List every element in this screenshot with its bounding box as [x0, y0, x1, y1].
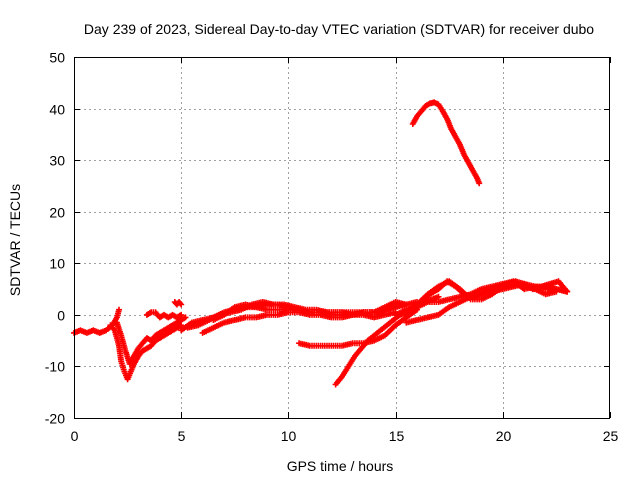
data-point: [476, 180, 483, 187]
chart-title: Day 239 of 2023, Sidereal Day-to-day VTE…: [84, 21, 594, 37]
x-tick-label: 15: [389, 428, 405, 444]
y-axis-label: SDTVAR / TECUs: [7, 184, 23, 296]
y-tick-label: 10: [49, 256, 65, 272]
ticks: 0 5 10 15 20 25 -20 -10 0 10 20 30 40 50: [45, 50, 619, 445]
series-dip-a: [107, 322, 185, 383]
y-tick-label: -10: [45, 359, 65, 375]
data-point: [178, 322, 185, 329]
data-point: [178, 301, 185, 308]
series-spike: [171, 299, 185, 308]
y-tick-label: 20: [49, 205, 65, 221]
y-tick-label: 40: [49, 102, 65, 118]
y-tick-label: -20: [45, 411, 65, 427]
y-tick-label: 50: [49, 50, 65, 66]
data-point: [182, 314, 189, 321]
x-tick-label: 0: [71, 428, 79, 444]
x-tick-label: 5: [178, 428, 186, 444]
series-late-d: [414, 278, 560, 308]
series-group: [71, 99, 571, 388]
y-tick-label: 0: [57, 308, 65, 324]
series-dip-b: [113, 314, 189, 367]
x-tick-label: 20: [496, 428, 512, 444]
data-point: [435, 293, 442, 300]
x-tick-label: 10: [281, 428, 297, 444]
data-point: [564, 288, 571, 295]
data-point: [553, 288, 560, 295]
series-band-4: [210, 299, 410, 323]
series-early-c: [143, 309, 185, 321]
plot-frame: [74, 57, 610, 419]
series-arc: [409, 99, 483, 187]
data-point: [116, 306, 122, 313]
series-base-early: [71, 306, 122, 336]
grid: [74, 57, 610, 418]
data-point: [178, 311, 185, 318]
x-tick-label: 25: [603, 428, 619, 444]
data-point: [403, 301, 410, 308]
x-axis-label: GPS time / hours: [287, 458, 394, 474]
y-tick-label: 30: [49, 153, 65, 169]
